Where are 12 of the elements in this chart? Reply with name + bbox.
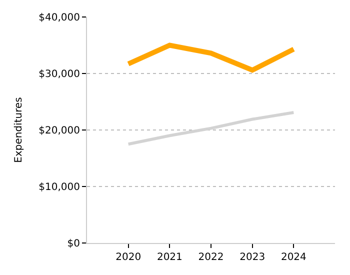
line-series xyxy=(126,110,296,146)
y-axis-title: Expenditures xyxy=(14,97,25,163)
x-tick-label: 2023 xyxy=(240,252,266,263)
x-tick-label: 2022 xyxy=(198,252,224,263)
x-tick-label: 2024 xyxy=(280,252,306,263)
y-tick-label: $40,000 xyxy=(38,12,80,24)
x-tick-label: 2020 xyxy=(116,252,142,263)
y-tick-label: $20,000 xyxy=(38,126,80,136)
y-tick-label: $30,000 xyxy=(38,69,80,80)
y-tick-label: $0 xyxy=(67,238,80,250)
x-tick-label: 2021 xyxy=(156,252,182,263)
y-tick-label: $10,000 xyxy=(38,182,80,193)
